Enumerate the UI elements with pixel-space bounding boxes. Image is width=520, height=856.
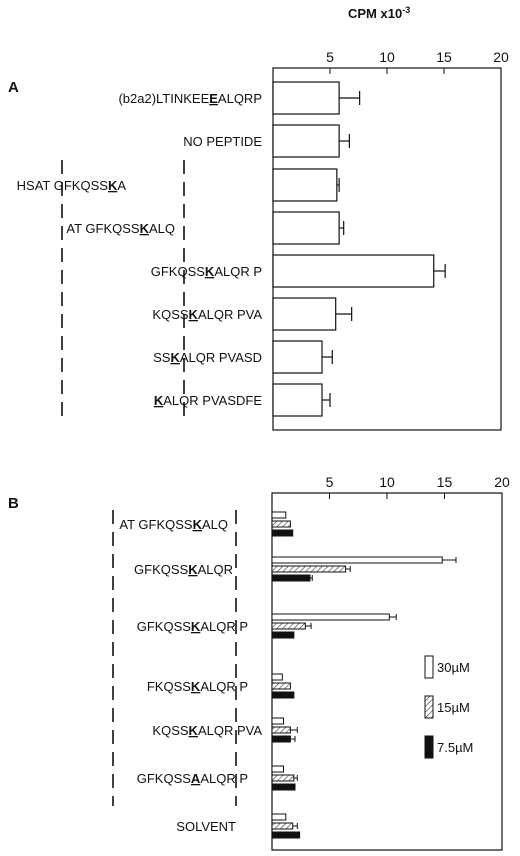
row-label: AT GFKQSSKALQ: [66, 221, 175, 236]
bar-7-5um: [271, 631, 295, 639]
x-tick-label: 15: [436, 49, 452, 65]
bar-15um: [271, 774, 295, 782]
row-label: (b2a2)LTINKEEEALQRP: [118, 91, 262, 106]
legend-label-7-5um: 7.5µM: [437, 740, 473, 755]
panel-label-a: A: [8, 79, 19, 96]
row-label: AT GFKQSSKALQ: [119, 517, 228, 532]
bar-30um: [271, 765, 284, 773]
bar: [272, 254, 435, 288]
bar: [272, 124, 340, 158]
row-label: NO PEPTIDE: [183, 134, 262, 149]
x-tick-label: 10: [379, 49, 395, 65]
bar-7-5um: [271, 783, 296, 791]
axis-title: CPM x10-3: [348, 5, 410, 21]
row-label: GFKQSSKALQR P: [137, 619, 248, 634]
bar-30um: [271, 813, 287, 821]
row-label: SSKALQR PVASD: [153, 350, 262, 365]
bar-7-5um: [271, 574, 311, 582]
legend: 30µM 15µM 7.5µM: [424, 655, 473, 759]
bar-7-5um: [271, 831, 301, 839]
panel-b-labels: AT GFKQSSKALQ GFKQSSKALQR GFKQSSKALQR P FKQ…: [119, 517, 262, 834]
bar-7-5um: [271, 691, 295, 699]
x-tick-label: 5: [326, 49, 334, 65]
panel-a-dashes: [61, 160, 185, 416]
legend-swatch-15um: [424, 695, 434, 719]
bar-7-5um: [271, 735, 291, 743]
row-label: KALQR PVASDFE: [154, 393, 262, 408]
row-label: KQSSKALQR PVA: [152, 307, 262, 322]
legend-label-15um: 15µM: [437, 700, 470, 715]
panel-a-frame: [272, 67, 502, 431]
bar-15um: [271, 822, 294, 830]
x-tick-label: 20: [494, 474, 510, 490]
bar: [272, 81, 340, 115]
row-label: GFKQSSAALQR P: [137, 771, 248, 786]
bar-30um: [271, 717, 284, 725]
legend-label-30um: 30µM: [437, 660, 470, 675]
bar-30um: [271, 556, 443, 564]
bar-15um: [271, 565, 347, 573]
panel-a-labels: (b2a2)LTINKEEEALQRP NO PEPTIDE HSAT GFKQSS…: [17, 91, 263, 408]
panel-b-plot: 5 10 15 20: [271, 474, 510, 851]
legend-swatch-30um: [424, 655, 434, 679]
x-tick-label: 15: [437, 474, 453, 490]
row-label: KQSSKALQR PVA: [152, 723, 262, 738]
panel-b-dashes: [112, 510, 237, 806]
panel-a-plot: 5 10 15 20: [272, 49, 509, 431]
panel-label-b: B: [8, 495, 19, 512]
row-label: FKQSSKALQR P: [147, 679, 248, 694]
bar: [272, 340, 323, 374]
bar-15um: [271, 622, 306, 630]
bar-30um: [271, 673, 283, 681]
bar: [272, 168, 338, 202]
bar: [272, 297, 337, 331]
row-label: HSAT GFKQSSKA: [17, 178, 127, 193]
bar-15um: [271, 726, 291, 734]
bar: [272, 383, 323, 417]
bar-7-5um: [271, 529, 294, 537]
bar-30um: [271, 511, 287, 519]
bar-15um: [271, 520, 291, 528]
row-label: GFKQSSKALQR P: [151, 264, 262, 279]
bar-15um: [271, 682, 291, 690]
x-tick-label: 5: [326, 474, 334, 490]
x-tick-label: 20: [493, 49, 509, 65]
bar: [272, 211, 340, 245]
legend-swatch-7-5um: [424, 735, 434, 759]
row-label: GFKQSSKALQR: [134, 562, 233, 577]
x-tick-label: 10: [379, 474, 395, 490]
bar-30um: [271, 613, 390, 621]
row-label: SOLVENT: [176, 819, 236, 834]
